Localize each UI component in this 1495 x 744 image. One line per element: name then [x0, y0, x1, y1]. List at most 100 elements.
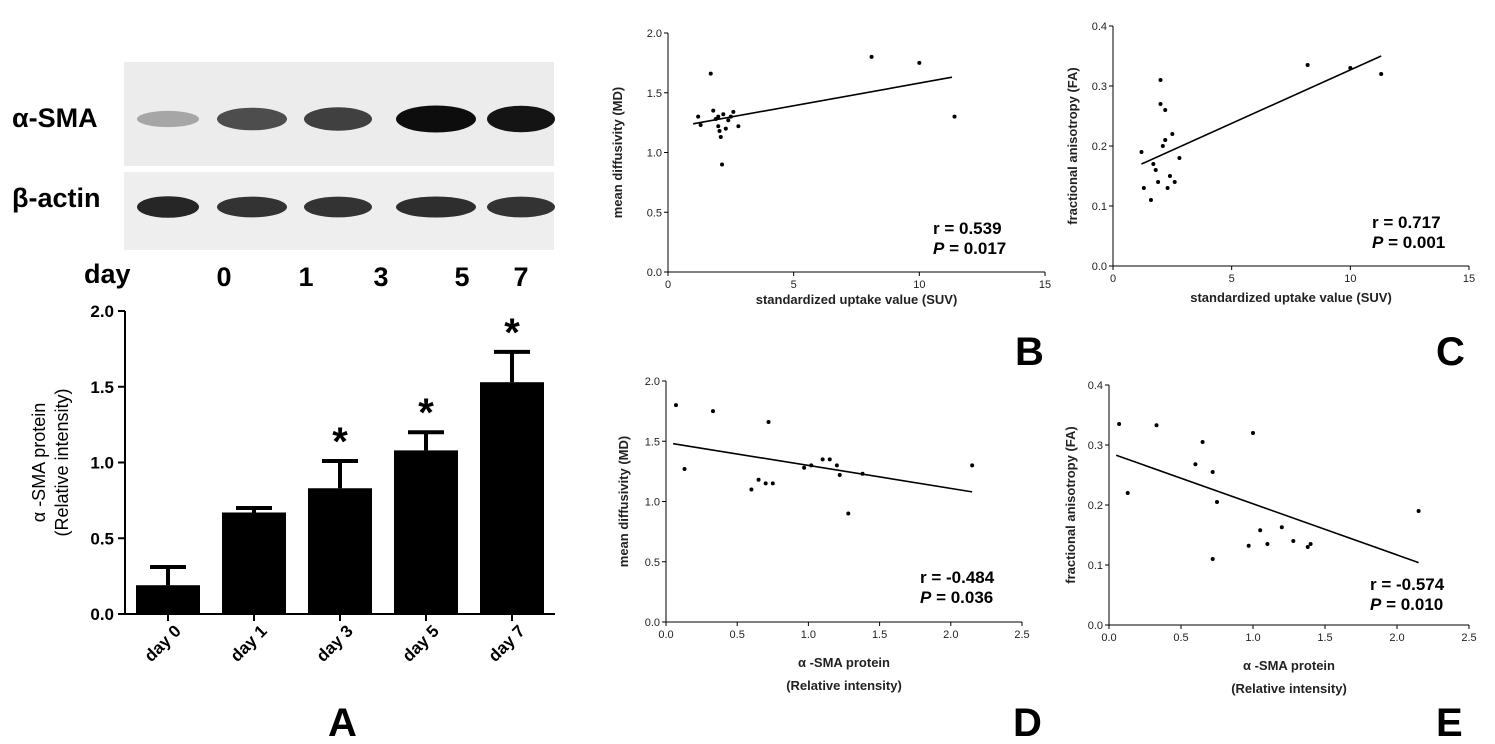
y-tick-label: 0.1: [1088, 560, 1103, 572]
p-symbol: P: [1372, 233, 1384, 252]
blot-band-actin-3: [396, 196, 476, 218]
western-blot: α-SMA β-actin day 0 1 3 5 7: [12, 62, 555, 292]
y-tick-label: 1.0: [90, 454, 114, 473]
p-symbol: P: [1370, 595, 1382, 614]
correlation-r: r = 0.717: [1372, 213, 1441, 232]
data-point: [1153, 168, 1158, 172]
blot-band-actin-1: [217, 196, 287, 218]
blot-day-3: 3: [373, 262, 388, 292]
x-tick-label: 15: [1463, 273, 1475, 285]
x-tick-label: 1.0: [801, 629, 816, 641]
data-point: [802, 465, 807, 470]
y-tick-label: 0.0: [647, 267, 662, 279]
blot-band-sma-0: [137, 110, 199, 128]
y-tick-label: 0.4: [1092, 21, 1107, 33]
data-point: [698, 123, 703, 128]
significance-star: *: [332, 420, 348, 464]
x-tick-label: 0.5: [1173, 632, 1188, 644]
x-axis-label: standardized uptake value (SUV): [1190, 290, 1392, 305]
blot-band-sma-1: [217, 107, 287, 131]
data-point: [716, 114, 721, 119]
y-tick-label: 0.0: [1088, 620, 1103, 632]
x-tick-label: day 5: [399, 621, 443, 665]
y-axis-label: mean diffusivity (MD): [616, 436, 631, 567]
data-point: [1215, 500, 1219, 504]
correlation-r: r = -0.484: [920, 568, 995, 587]
panel-label-d: D: [1013, 701, 1042, 744]
panel-label-e: E: [1436, 701, 1463, 744]
data-point: [723, 126, 728, 131]
data-point: [1158, 78, 1163, 82]
y-tick-label: 0.0: [90, 605, 114, 624]
data-point: [766, 419, 771, 424]
panel-label-c: C: [1436, 330, 1465, 374]
x-tick-label: 5: [1229, 273, 1235, 285]
y-tick-label: 2.0: [647, 28, 662, 40]
data-point: [717, 128, 722, 133]
data-point: [1139, 150, 1144, 154]
data-point: [820, 457, 825, 462]
x-tick-label: 5: [791, 279, 797, 291]
data-point: [970, 463, 975, 468]
data-point: [1308, 542, 1313, 546]
data-point: [731, 109, 736, 114]
scatter-plot-d: 0.0 0.5 1.0 1.5 2.0 0.0 0.5 1.0 1.5 2.0 2.5 α -SMA …: [616, 376, 1030, 693]
panel-label-a: A: [328, 701, 357, 744]
bar: [394, 450, 458, 614]
x-tick-label: 15: [1039, 279, 1051, 291]
p-value: P = 0.036: [920, 588, 993, 607]
p-value-number: = 0.036: [931, 588, 993, 607]
x-tick-label: 1.5: [1317, 632, 1332, 644]
data-point: [736, 124, 741, 129]
x-tick-label: 2.0: [943, 629, 958, 641]
blot-day-7: 7: [513, 262, 528, 292]
regression-line: [1115, 454, 1419, 564]
p-value-number: = 0.010: [1381, 595, 1443, 614]
data-point: [1210, 557, 1215, 561]
data-point: [756, 477, 761, 482]
y-tick-label: 2.0: [645, 376, 660, 388]
data-point: [1167, 174, 1172, 178]
data-point: [1165, 186, 1170, 190]
blot-day-label: day: [84, 259, 131, 289]
y-tick-label: 0.0: [645, 617, 660, 629]
data-point: [1156, 180, 1161, 184]
p-value-number: = 0.001: [1383, 233, 1445, 252]
data-point: [682, 466, 687, 471]
y-tick-label: 0.5: [647, 207, 662, 219]
x-tick-label: 10: [1344, 273, 1356, 285]
blot-band-sma-3: [396, 105, 476, 133]
data-point: [696, 114, 701, 119]
data-point: [952, 114, 957, 119]
data-point: [1246, 543, 1251, 548]
data-point: [1141, 186, 1146, 190]
y-axis-label: fractional anisotropy (FA): [1065, 67, 1080, 224]
y-tick-label: 0.3: [1088, 440, 1103, 452]
bar: [136, 585, 200, 614]
scatter-plot-b: 0.0 0.5 1.0 1.5 2.0 0 5 10 15 standardized uptake…: [610, 28, 1051, 307]
bar: [308, 488, 372, 614]
data-point: [673, 403, 678, 408]
bar: [222, 512, 286, 614]
data-point: [1251, 431, 1255, 435]
x-axis-label-2: (Relative intensity): [1231, 681, 1347, 696]
data-point: [1416, 509, 1421, 513]
x-tick-label: 0.0: [658, 629, 673, 641]
x-tick-label: 10: [913, 279, 925, 291]
blot-day-0: 0: [216, 262, 231, 292]
blot-band-actin-4: [487, 196, 555, 218]
x-axis-label: α -SMA protein: [798, 655, 890, 670]
scatter-plot-c: 0.0 0.1 0.2 0.3 0.4 0 5 10 15 standardized uptake…: [1065, 21, 1475, 305]
x-tick-label: 0.0: [1101, 632, 1116, 644]
x-tick-label: 2.5: [1461, 632, 1476, 644]
data-point: [1163, 108, 1168, 112]
data-point: [763, 481, 768, 486]
y-tick-label: 0.1: [1092, 201, 1107, 213]
data-point: [1163, 138, 1168, 142]
regression-line: [672, 442, 973, 493]
data-point: [711, 108, 716, 113]
blot-band-sma-4: [487, 105, 555, 133]
significance-star: *: [504, 311, 520, 355]
data-point: [869, 54, 874, 59]
